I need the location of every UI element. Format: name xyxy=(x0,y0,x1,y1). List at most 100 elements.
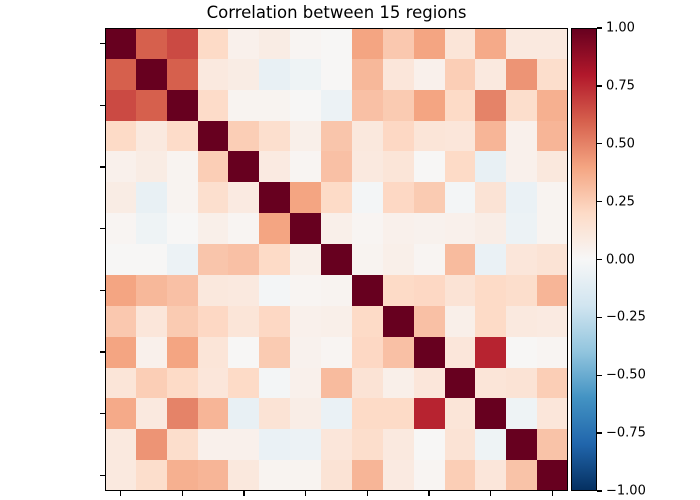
heatmap-cell xyxy=(382,89,414,121)
heatmap-cell xyxy=(197,28,229,59)
colorbar-tick-label: −1.00 xyxy=(606,483,646,499)
heatmap-cell xyxy=(290,460,322,491)
heatmap-cell xyxy=(444,398,476,430)
heatmap-cell xyxy=(228,367,260,399)
heatmap-cell xyxy=(105,28,136,59)
heatmap-cell xyxy=(413,460,445,491)
heatmap-cell xyxy=(166,182,198,214)
heatmap-cell xyxy=(537,213,568,245)
heatmap-cell xyxy=(506,28,538,59)
heatmap-cell xyxy=(351,429,383,461)
heatmap-cell xyxy=(321,460,352,491)
heatmap-cell xyxy=(259,58,291,90)
heatmap-cell xyxy=(105,305,136,337)
heatmap-cell xyxy=(166,274,198,306)
heatmap-cell xyxy=(259,398,291,430)
heatmap-cell xyxy=(506,398,538,430)
heatmap-cell xyxy=(382,28,414,59)
heatmap-cell xyxy=(290,429,322,461)
heatmap-cell xyxy=(259,120,291,152)
heatmap-cell xyxy=(537,429,568,461)
heatmap-cell xyxy=(197,274,229,306)
heatmap-cell xyxy=(135,460,167,491)
heatmap-cell xyxy=(197,89,229,121)
heatmap-cell xyxy=(506,151,538,183)
heatmap-cell xyxy=(105,336,136,368)
heatmap-cell xyxy=(290,151,322,183)
tick-mark xyxy=(490,491,492,496)
heatmap-cell xyxy=(135,151,167,183)
heatmap-cell xyxy=(197,58,229,90)
heatmap-cell xyxy=(351,58,383,90)
heatmap-cell xyxy=(382,58,414,90)
heatmap-cell xyxy=(475,429,507,461)
heatmap-cell xyxy=(351,151,383,183)
heatmap-cell xyxy=(506,182,538,214)
heatmap-cell xyxy=(413,305,445,337)
heatmap-cell xyxy=(382,182,414,214)
heatmap-cell xyxy=(537,89,568,121)
heatmap-cell xyxy=(197,151,229,183)
heatmap-cell xyxy=(228,28,260,59)
heatmap-cell xyxy=(413,120,445,152)
colorbar-tick-label: 1.00 xyxy=(606,20,635,36)
colorbar-tick-label: 0.50 xyxy=(606,136,635,152)
heatmap-cell xyxy=(105,398,136,430)
heatmap-cell xyxy=(135,28,167,59)
heatmap-cell xyxy=(105,429,136,461)
heatmap-cell xyxy=(197,460,229,491)
heatmap-cell xyxy=(105,120,136,152)
plot-title: Correlation between 15 regions xyxy=(206,3,467,22)
tick-mark xyxy=(428,491,430,496)
heatmap-cell xyxy=(444,89,476,121)
heatmap-cell xyxy=(506,89,538,121)
heatmap-cell xyxy=(382,120,414,152)
heatmap-cell xyxy=(475,182,507,214)
tick-mark xyxy=(181,491,183,496)
heatmap-cell xyxy=(382,213,414,245)
heatmap-cell xyxy=(135,429,167,461)
heatmap-cell xyxy=(475,460,507,491)
heatmap-cell xyxy=(228,460,260,491)
heatmap-cell xyxy=(135,58,167,90)
heatmap-cell xyxy=(321,58,352,90)
heatmap-cell xyxy=(228,429,260,461)
heatmap-cell xyxy=(135,120,167,152)
heatmap-cell xyxy=(475,120,507,152)
heatmap-cell xyxy=(166,244,198,275)
heatmap-cell xyxy=(290,28,322,59)
heatmap-cell xyxy=(537,336,568,368)
heatmap-cell xyxy=(351,120,383,152)
heatmap-cell xyxy=(351,28,383,59)
heatmap-cell xyxy=(105,367,136,399)
heatmap-cell xyxy=(290,182,322,214)
heatmap-cell xyxy=(105,151,136,183)
tick-mark xyxy=(366,491,368,496)
heatmap-cell xyxy=(228,244,260,275)
heatmap-cell xyxy=(475,151,507,183)
heatmap-cell xyxy=(166,429,198,461)
heatmap-cell xyxy=(166,151,198,183)
heatmap-cell xyxy=(537,58,568,90)
heatmap-cell xyxy=(413,28,445,59)
heatmap-cell xyxy=(166,460,198,491)
heatmap-cell xyxy=(382,336,414,368)
heatmap-cell xyxy=(321,151,352,183)
tick-mark xyxy=(597,27,602,29)
heatmap-cell xyxy=(259,244,291,275)
heatmap-cell xyxy=(321,429,352,461)
heatmap-cell xyxy=(135,244,167,275)
heatmap-cell xyxy=(197,398,229,430)
heatmap-cell xyxy=(506,244,538,275)
heatmap-cell xyxy=(382,460,414,491)
heatmap-cell xyxy=(413,213,445,245)
tick-mark xyxy=(597,316,602,319)
heatmap-cell xyxy=(166,58,198,90)
heatmap-cell xyxy=(444,274,476,306)
heatmap-cell xyxy=(228,305,260,337)
tick-mark xyxy=(100,166,105,168)
heatmap-cell xyxy=(105,213,136,245)
heatmap-cell xyxy=(382,244,414,275)
heatmap-cell xyxy=(444,182,476,214)
